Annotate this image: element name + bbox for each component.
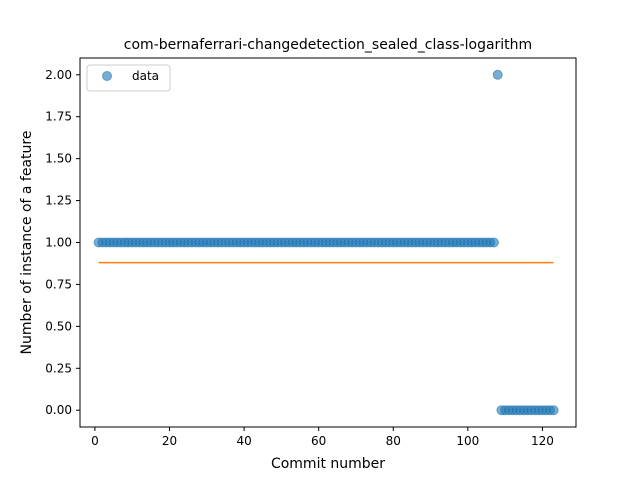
y-tick-label: 1.00 xyxy=(45,236,72,250)
y-tick-label: 1.25 xyxy=(45,194,72,208)
legend-marker-data xyxy=(102,71,112,81)
legend-label-data: data xyxy=(132,69,159,83)
y-tick-label: 1.75 xyxy=(45,110,72,124)
data-point xyxy=(548,405,559,416)
y-tick-label: 2.00 xyxy=(45,68,72,82)
y-tick-label: 1.50 xyxy=(45,152,72,166)
plot-area xyxy=(93,69,559,416)
y-tick-label: 0.00 xyxy=(45,403,72,417)
chart-title: com-bernaferrari-changedetection_sealed_… xyxy=(124,37,532,53)
y-tick-label: 0.25 xyxy=(45,361,72,375)
data-point xyxy=(488,237,499,248)
x-tick-label: 120 xyxy=(531,434,554,448)
data-point xyxy=(492,69,503,80)
legend: data xyxy=(86,64,171,92)
x-tick-label: 0 xyxy=(91,434,99,448)
axis-ticks: 0 20 40 60 80 100 120 0.00 0.25 0.50 0.75 1.00 1.25 1… xyxy=(45,68,554,448)
x-tick-label: 20 xyxy=(162,434,177,448)
y-tick-label: 0.75 xyxy=(45,277,72,291)
y-axis-label: Number of instance of a feature xyxy=(19,131,35,355)
x-tick-label: 80 xyxy=(386,434,401,448)
x-axis-label: Commit number xyxy=(271,456,385,472)
x-tick-label: 100 xyxy=(456,434,479,448)
y-tick-label: 0.50 xyxy=(45,319,72,333)
x-tick-label: 60 xyxy=(311,434,326,448)
x-tick-label: 40 xyxy=(236,434,251,448)
